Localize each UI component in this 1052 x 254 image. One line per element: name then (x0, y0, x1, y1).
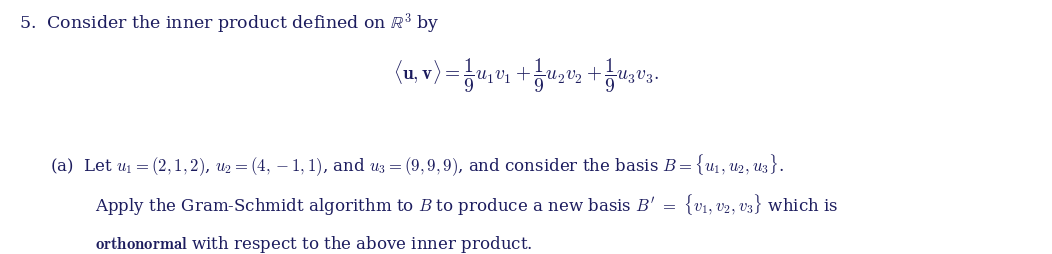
Text: Apply the Gram-Schmidt algorithm to $B$ to produce a new basis $B' \ = \ \{v_1, : Apply the Gram-Schmidt algorithm to $B$ … (95, 193, 838, 218)
Text: 5.  Consider the inner product defined on $\mathbb{R}^3$ by: 5. Consider the inner product defined on… (19, 11, 440, 36)
Text: (a)  Let $u_1 = (2, 1, 2)$, $u_2 = (4, -1, 1)$, and $u_3 = (9, 9, 9)$, and consi: (a) Let $u_1 = (2, 1, 2)$, $u_2 = (4, -1… (50, 152, 785, 178)
Text: $\langle \mathbf{u}, \mathbf{v} \rangle = \dfrac{1}{9}u_1v_1 + \dfrac{1}{9}u_2v_: $\langle \mathbf{u}, \mathbf{v} \rangle … (393, 57, 659, 95)
Text: $\mathbf{orthonormal}$ with respect to the above inner product.: $\mathbf{orthonormal}$ with respect to t… (95, 234, 532, 254)
